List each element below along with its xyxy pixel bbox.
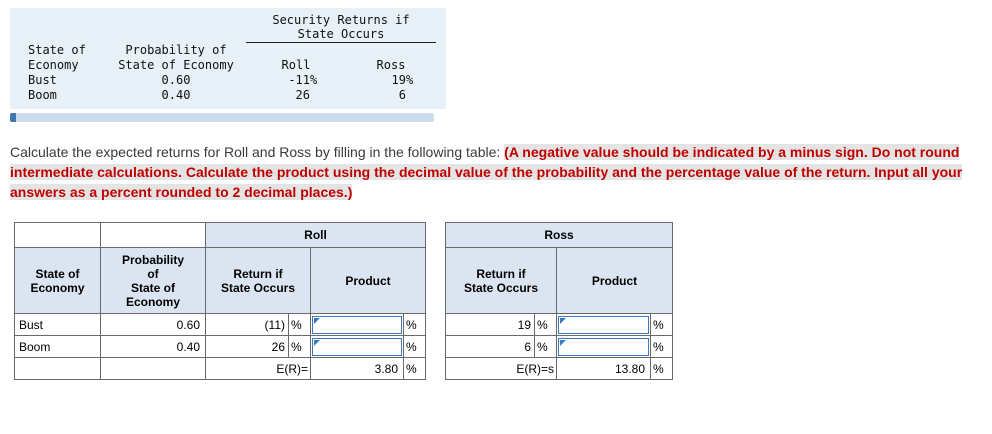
- ross-expected-return-label: E(R)=s: [445, 357, 557, 380]
- given-ross-boom: 6: [346, 87, 436, 102]
- answer-empty-corner: [14, 222, 101, 248]
- given-ross-boom-value: 6: [398, 87, 406, 102]
- percent-sign: %: [650, 335, 673, 358]
- column-gap: [425, 247, 446, 314]
- table-row-boom: Boom 0.40 26 % % 6 %: [14, 335, 673, 358]
- instruction-text: Calculate the expected returns for Roll …: [10, 142, 986, 202]
- roll-return-boom: 26: [205, 335, 289, 358]
- given-header-roll: Roll: [281, 57, 311, 72]
- header-roll-return: Return if State Occurs: [205, 247, 311, 314]
- given-returns-table: Security Returns if State Occurs State o…: [10, 8, 446, 109]
- given-header-prob-line2: State of Economy: [118, 57, 234, 72]
- roll-expected-return-value: 3.80: [310, 357, 404, 380]
- given-ross-bust: 19%: [346, 72, 436, 87]
- state-cell-bust: Bust: [14, 313, 101, 336]
- percent-sign: %: [650, 357, 673, 380]
- header-ross-return: Return if State Occurs: [445, 247, 557, 314]
- ross-return-boom: 6: [445, 335, 535, 358]
- given-prob-boom: 0.40: [161, 87, 191, 102]
- prob-cell-boom: 0.40: [100, 335, 206, 358]
- header-state-of-economy: State of Economy: [14, 247, 101, 314]
- ross-product-input-bust[interactable]: [558, 315, 649, 334]
- roll-product-input-boom[interactable]: [312, 337, 402, 356]
- given-state-bust: Bust: [28, 72, 57, 87]
- column-gap: [425, 357, 446, 380]
- given-header-prob-line1: Probability of: [125, 42, 227, 57]
- percent-sign: %: [288, 335, 311, 358]
- given-empty: [246, 42, 346, 57]
- table-row-totals: E(R)= 3.80 % E(R)=s 13.80 %: [14, 357, 673, 380]
- prob-cell-bust: 0.60: [100, 313, 206, 336]
- ross-expected-return-value: 13.80: [556, 357, 651, 380]
- ross-product-cell-boom: [556, 335, 651, 358]
- ross-return-bust: 19: [445, 313, 535, 336]
- given-table-title-line2: State Occurs: [246, 27, 436, 43]
- header-ross-product: Product: [556, 247, 673, 314]
- empty-cell: [100, 357, 206, 380]
- instruction-normal: Calculate the expected returns for Roll …: [10, 144, 505, 160]
- empty-cell: [14, 357, 101, 380]
- column-gap: [425, 222, 446, 248]
- roll-group-header: Roll: [205, 222, 426, 248]
- roll-product-cell-boom: [310, 335, 404, 358]
- roll-product-input-bust[interactable]: [312, 315, 402, 334]
- given-header-state-line1: State of: [28, 42, 86, 57]
- ross-product-cell-bust: [556, 313, 651, 336]
- given-state-boom: Boom: [28, 87, 57, 102]
- given-empty: [106, 27, 246, 42]
- given-empty: [106, 12, 246, 27]
- answer-empty-corner: [100, 222, 206, 248]
- given-header-state-line2: Economy: [28, 57, 79, 72]
- percent-sign: %: [406, 72, 414, 87]
- percent-sign: %: [650, 313, 673, 336]
- given-roll-boom: 26: [246, 87, 346, 102]
- horizontal-scrollbar[interactable]: [10, 113, 434, 122]
- given-ross-bust-value: 19: [391, 72, 406, 87]
- header-probability: Probability of State of Economy: [100, 247, 206, 314]
- given-roll-bust: -11%: [246, 72, 346, 87]
- table-row-bust: Bust 0.60 (11) % % 19 %: [14, 313, 673, 336]
- percent-sign: %: [403, 313, 426, 336]
- header-roll-product: Product: [310, 247, 426, 314]
- scrollbar-thumb[interactable]: [10, 113, 16, 122]
- roll-return-bust: (11): [205, 313, 289, 336]
- roll-expected-return-label: E(R)=: [205, 357, 311, 380]
- given-roll-boom-value: 26: [295, 87, 310, 102]
- given-prob-bust: 0.60: [161, 72, 191, 87]
- percent-sign: %: [403, 357, 426, 380]
- percent-sign: %: [403, 335, 426, 358]
- percent-sign: %: [288, 313, 311, 336]
- given-header-ross: Ross: [376, 57, 406, 72]
- roll-product-cell-bust: [310, 313, 404, 336]
- percent-sign: %: [534, 313, 557, 336]
- state-cell-boom: Boom: [14, 335, 101, 358]
- answer-table: Roll Ross State of Economy Probability o…: [14, 222, 673, 380]
- given-empty: [10, 12, 106, 27]
- given-roll-bust-value: -11: [288, 72, 310, 87]
- ross-product-input-boom[interactable]: [558, 337, 649, 356]
- given-empty: [10, 27, 106, 42]
- ross-group-header: Ross: [445, 222, 673, 248]
- percent-sign: %: [310, 72, 318, 87]
- percent-sign: %: [534, 335, 557, 358]
- column-gap: [425, 335, 446, 358]
- given-empty: [346, 42, 436, 57]
- given-table-title-line1: Security Returns if: [272, 12, 410, 27]
- column-gap: [425, 313, 446, 336]
